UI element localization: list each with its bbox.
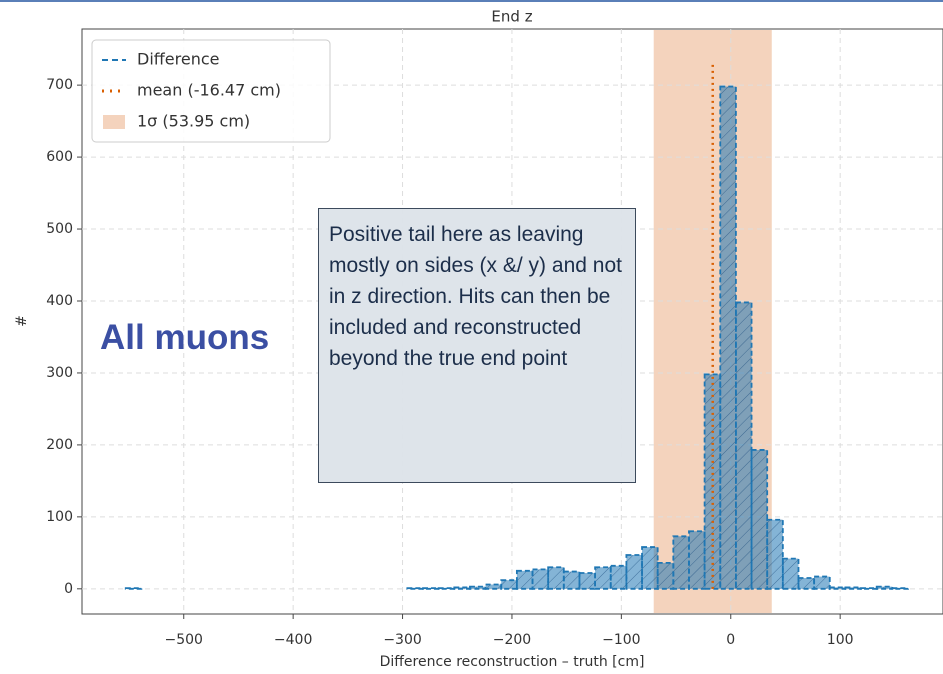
bar [750,449,769,590]
legend-label: mean (-16.47 cm) [137,81,281,100]
bar [828,586,847,590]
bar [703,373,722,590]
bar [124,587,143,590]
bar [875,585,894,590]
x-axis-label: Difference reconstruction – truth [cm] [380,654,645,670]
bar [844,586,862,590]
bar [484,583,503,590]
legend-label: Difference [137,50,219,69]
bar [437,587,456,590]
bar [813,575,831,590]
bar [422,587,440,590]
bar [578,572,596,590]
y-tick-label: 300 [46,365,73,381]
annotation: All muons [100,318,270,357]
bar [641,546,659,590]
bar [547,566,565,590]
bar [531,568,550,590]
bar [500,579,518,590]
x-tick-label: −100 [602,632,640,648]
bar [406,587,424,590]
annotation-box: Positive tail here as leaving mostly on … [318,208,636,483]
bar [562,570,581,590]
x-tick-label: 0 [726,632,735,648]
top-border [0,0,943,2]
bar [453,586,471,590]
bar [860,587,878,590]
bar [672,535,690,590]
bar [656,562,675,590]
bar [891,587,909,590]
bar [625,554,643,590]
bar [781,557,800,590]
x-tick-label: 100 [827,632,854,648]
bar [719,85,737,590]
bar [594,566,612,590]
bar [688,530,706,590]
bar [766,518,784,590]
legend: Difference mean (-16.47 cm) 1σ (53.95 cm) [91,39,331,143]
bar [515,569,534,590]
x-tick-label: −200 [493,632,531,648]
legend-box [91,39,331,143]
y-tick-label: 600 [46,149,73,165]
legend-swatch [103,115,125,129]
y-axis-label: # [14,315,30,327]
x-tick-label: −500 [165,632,203,648]
x-tick-label: −400 [274,632,312,648]
y-tick-label: 700 [46,77,73,93]
y-tick-label: 100 [46,509,73,525]
y-tick-label: 500 [46,221,73,237]
bar [735,301,753,590]
legend-label: 1σ (53.95 cm) [137,112,250,131]
x-tick-label: −300 [383,632,421,648]
y-tick-label: 200 [46,437,73,453]
bar [609,564,628,590]
y-tick-label: 400 [46,293,73,309]
y-tick-label: 0 [64,581,73,597]
chart-title: End z [491,8,532,26]
bar [469,585,487,590]
bar [797,577,816,590]
